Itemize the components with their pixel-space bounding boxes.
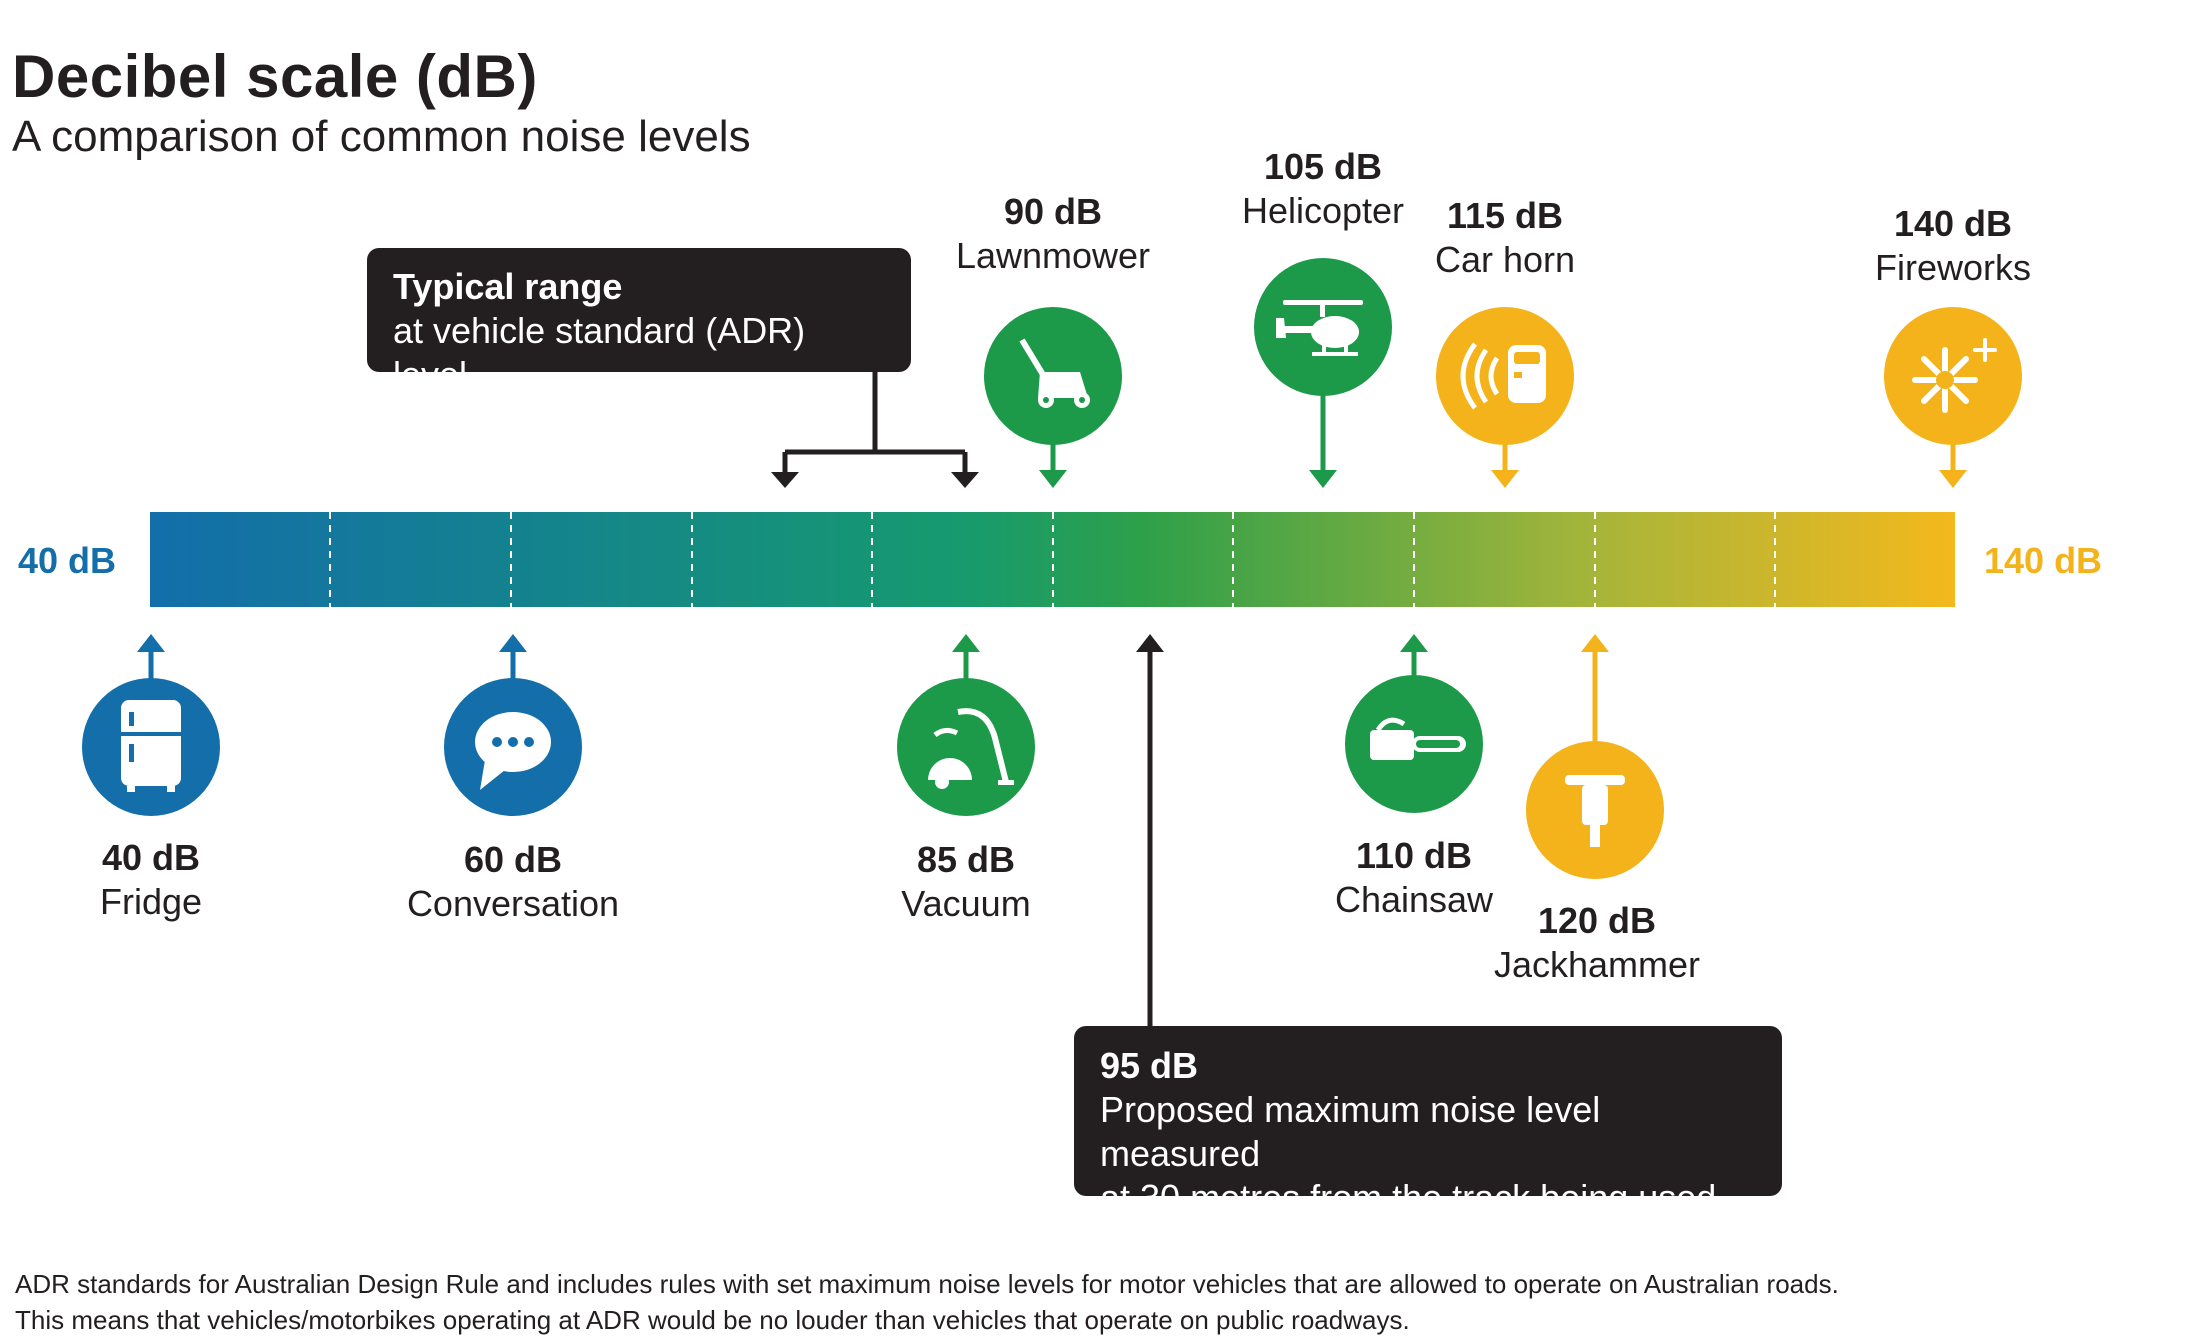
lawnmower-db: 90 dB (1003, 191, 1103, 232)
car-horn-circle (1436, 307, 1574, 445)
page-title: Decibel scale (dB) (12, 43, 538, 110)
jackhammer-name: Jackhammer (1493, 944, 1701, 985)
proposed-max-arrowhead (1136, 634, 1164, 652)
fireworks-db: 140 dB (1893, 203, 2013, 244)
proposed-max-callout: 95 dB Proposed maximum noise level measu… (1074, 1026, 1782, 1218)
proposed-max-line1: Proposed maximum noise level measured (1100, 1089, 1601, 1174)
car-horn-marker (1491, 440, 1519, 488)
lawnmower-name: Lawnmower (955, 235, 1151, 276)
helicopter-db: 105 dB (1263, 146, 1383, 187)
jackhammer-icon (1565, 775, 1625, 847)
fireworks-label: 140 dB Fireworks (1803, 202, 2103, 290)
scale-dividers (329, 512, 1776, 607)
typical-range-body: at vehicle standard (ADR) level (393, 310, 806, 395)
page-subtitle: A comparison of common noise levels (12, 112, 751, 161)
typical-range-arrow-left (771, 472, 799, 488)
conversation-db: 60 dB (463, 839, 563, 880)
conversation-label: 60 dB Conversation (363, 838, 663, 926)
fireworks-icon (1912, 338, 1997, 413)
helicopter-marker (1309, 395, 1337, 488)
speech-bubble-icon (475, 712, 551, 790)
jackhammer-marker (1581, 634, 1609, 745)
car-horn-db: 115 dB (1446, 195, 1564, 236)
scale-max-label: 140 dB (1984, 540, 2103, 581)
jackhammer-label: 120 dB Jackhammer (1447, 899, 1747, 987)
vacuum-icon (928, 708, 1014, 789)
typical-range-heading: Typical range (393, 266, 623, 307)
typical-range-arrow-right (951, 472, 979, 488)
proposed-max-line2: at 30 metres from the track being used. (1100, 1177, 1727, 1218)
chainsaw-icon (1370, 717, 1466, 760)
car-horn-label: 115 dB Car horn (1355, 194, 1655, 282)
helicopter-icon (1276, 300, 1363, 356)
jackhammer-db: 120 dB (1537, 900, 1657, 941)
footnote-line2: This means that vehicles/motorbikes oper… (15, 1305, 1410, 1335)
chainsaw-name: Chainsaw (1334, 879, 1494, 920)
helicopter-name: Helicopter (1241, 190, 1405, 231)
car-horn-icon (1460, 342, 1546, 410)
car-horn-name: Car horn (1434, 239, 1576, 280)
fridge-label: 40 dB Fridge (1, 836, 301, 924)
proposed-max-heading: 95 dB (1100, 1045, 1199, 1086)
lawnmower-label: 90 dB Lawnmower (903, 190, 1203, 278)
lawnmower-marker (1039, 440, 1067, 488)
chainsaw-label: 110 dB Chainsaw (1264, 834, 1564, 922)
helicopter-label: 105 dB Helicopter (1173, 145, 1473, 233)
fridge-icon (121, 700, 181, 792)
vacuum-label: 85 dB Vacuum (816, 838, 1116, 926)
fridge-db: 40 dB (101, 837, 201, 878)
conversation-name: Conversation (406, 883, 620, 924)
lawnmower-icon (1019, 338, 1090, 408)
fridge-name: Fridge (99, 881, 203, 922)
footnote: ADR standards for Australian Design Rule… (15, 1266, 1839, 1338)
footnote-line1: ADR standards for Australian Design Rule… (15, 1269, 1839, 1299)
typical-range-callout: Typical range at vehicle standard (ADR) … (367, 248, 911, 395)
fireworks-marker (1939, 440, 1967, 488)
scale-min-label: 40 dB (18, 540, 117, 581)
chainsaw-db: 110 dB (1355, 835, 1473, 876)
vacuum-db: 85 dB (916, 839, 1016, 880)
vacuum-name: Vacuum (901, 883, 1031, 924)
vacuum-circle (897, 678, 1035, 816)
fireworks-name: Fireworks (1874, 247, 2031, 288)
